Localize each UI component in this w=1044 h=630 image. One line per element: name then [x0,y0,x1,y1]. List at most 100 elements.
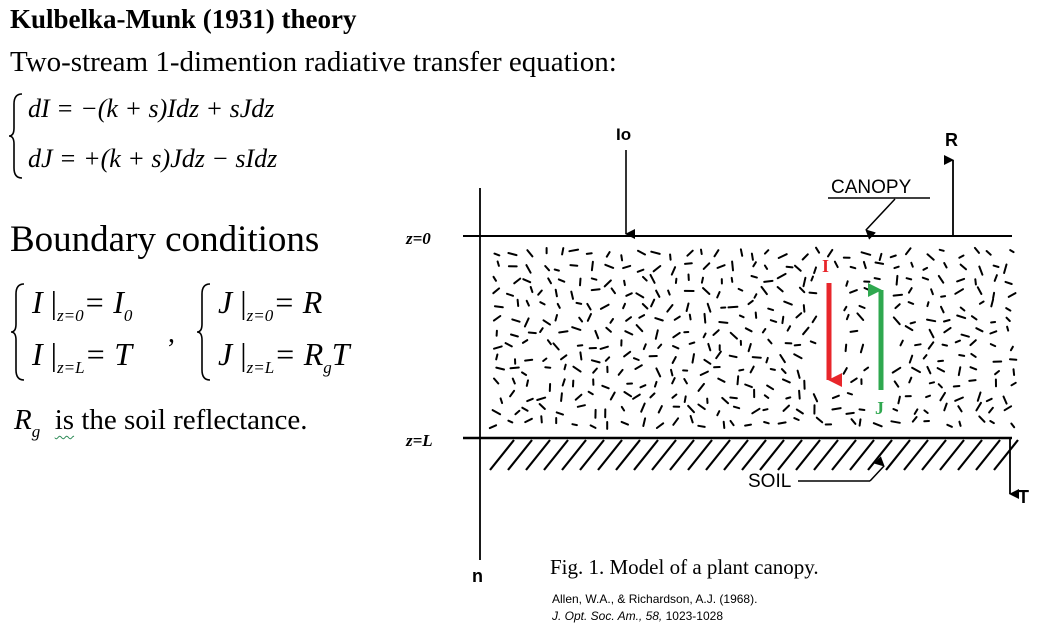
leaf-dash [525,299,530,307]
leaf-dash [609,318,614,324]
downward-flux-label: I [822,256,829,276]
leaf-dash [926,253,935,261]
leaf-dash [722,420,726,429]
leaf-dash [795,312,803,319]
leaf-dash [978,265,984,276]
soil-hatch-line [939,439,965,471]
leaf-dash [844,343,848,353]
leaf-dash [992,291,996,300]
leaf-dash [763,394,770,399]
leaf-dash [976,391,982,402]
leaf-dash [671,393,678,399]
leaf-dash [674,277,678,284]
leaf-dash [943,262,948,269]
leaf-dash [579,277,582,287]
leaf-dash [526,249,534,258]
leaf-dash [927,341,935,350]
leaf-dash [539,327,544,333]
leaf-dash [731,260,734,272]
leaf-dash [493,345,503,350]
leaf-dash [973,246,980,254]
leaf-texture [488,246,1018,430]
zl-label: z=L [405,431,433,450]
leaf-dash [510,333,519,338]
leaf-dash [958,420,962,427]
leaf-dash [509,389,516,398]
soil-hatch-line [741,439,767,471]
leaf-dash [716,291,721,299]
bc-rhs-sub: 0 [123,306,133,325]
leaf-dash [542,319,551,326]
leaf-dash [802,304,806,313]
leaf-dash [526,397,534,403]
soil-hatch-line [489,439,515,471]
leaf-dash [744,327,753,333]
leaf-dash [496,260,500,267]
soil-hatch-line [705,439,731,471]
leaf-dash [1009,249,1015,254]
soil-hatch-line [777,439,803,471]
leaf-dash [859,343,865,354]
leaf-dash [636,268,645,273]
leaf-dash [776,272,787,280]
slide-subtitle: Two-stream 1-dimention radiative transfe… [10,46,617,78]
bc-rhs: = R [273,284,323,320]
leaf-dash [863,366,870,372]
leaf-dash [750,275,758,279]
leaf-dash [697,403,706,411]
leaf-dash [657,405,663,414]
leaf-dash [802,326,810,336]
leaf-dash [895,274,899,286]
leaf-dash [527,331,537,335]
leaf-dash [908,376,913,384]
leaf-dash [957,366,962,377]
leaf-dash [793,343,802,347]
leaf-dash [688,313,692,321]
leaf-dash [940,305,945,314]
leaf-dash [863,287,871,292]
leaf-dash [590,260,594,272]
leaf-dash [634,364,643,370]
leaf-dash [765,356,769,364]
leaf-dash [956,314,967,320]
leaf-dash [959,263,967,271]
leaf-dash [732,405,741,410]
leaf-dash [623,279,626,287]
leaf-dash [586,302,592,311]
leaf-dash [544,265,551,272]
leaf-dash [514,409,521,416]
leaf-dash [622,302,626,310]
leaf-dash [524,358,534,362]
leaf-dash [538,403,546,410]
leaf-dash [540,415,543,424]
leaf-dash [697,424,706,428]
leaf-dash [1010,422,1016,429]
leaf-dash [833,260,839,269]
leaf-dash [605,251,611,258]
leaf-dash [685,302,690,312]
leaf-dash [654,317,664,322]
leaf-dash [849,289,858,294]
leaf-dash [747,343,752,353]
leaf-dash [975,327,984,333]
leaf-dash [766,384,775,391]
bc-var: I [32,336,43,372]
leaf-dash [752,261,757,268]
leaf-dash [649,273,656,284]
leaf-dash [812,393,819,403]
soil-hatch-line [651,439,677,471]
soil-hatch-line [813,439,839,471]
leaf-dash [856,312,865,321]
leaf-dash [1009,345,1014,352]
leaf-dash [652,265,662,273]
leaf-dash [599,345,609,350]
leaf-dash [605,326,612,333]
leaf-dash [926,301,930,308]
leaf-dash [926,365,932,375]
leaf-dash [639,384,647,389]
citation-pages: 1023-1028 [662,609,723,623]
bc-rhs: = I [83,284,124,320]
leaf-dash [936,367,946,373]
leaf-dash [546,339,552,346]
